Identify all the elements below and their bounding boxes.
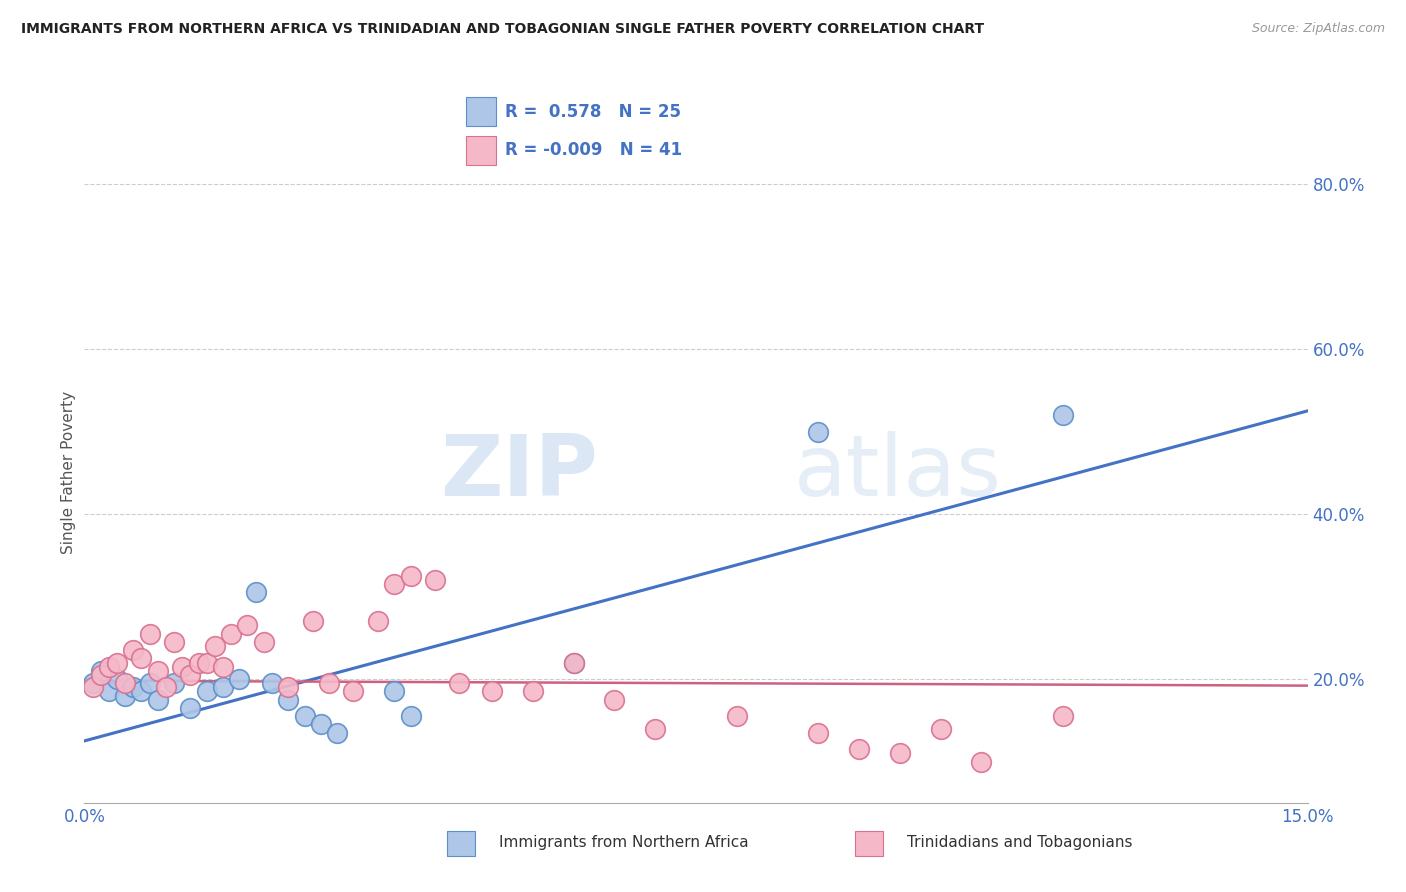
Bar [465, 136, 496, 165]
Point [212, 680, 235, 694]
Point [163, 676, 186, 690]
Text: Immigrants from Northern Africa: Immigrants from Northern Africa [499, 836, 749, 850]
Point [1052, 709, 1074, 723]
Point [725, 709, 748, 723]
Point [219, 626, 242, 640]
Point [131, 651, 153, 665]
Point [423, 573, 446, 587]
Point [644, 722, 666, 736]
Point [326, 725, 349, 739]
Point [212, 659, 235, 673]
Point [399, 709, 422, 723]
Point [929, 722, 952, 736]
Point [146, 664, 169, 678]
Y-axis label: Single Father Poverty: Single Father Poverty [60, 392, 76, 554]
Point [562, 656, 585, 670]
Point [155, 680, 177, 694]
Point [172, 659, 194, 673]
Point [449, 676, 471, 690]
Point [122, 680, 145, 694]
Point [82, 680, 104, 694]
Point [131, 684, 153, 698]
Point [97, 684, 120, 698]
Point [277, 680, 299, 694]
Point [105, 656, 128, 670]
Point [253, 635, 276, 649]
Point [970, 755, 993, 769]
Point [522, 684, 544, 698]
Point [146, 692, 169, 706]
Point [204, 639, 226, 653]
Point [179, 701, 201, 715]
Point [82, 676, 104, 690]
Text: R =  0.578   N = 25: R = 0.578 N = 25 [505, 103, 682, 120]
Point [294, 709, 316, 723]
Point [603, 692, 626, 706]
Point [848, 742, 870, 756]
Point [309, 717, 332, 731]
Point [187, 656, 209, 670]
Text: IMMIGRANTS FROM NORTHERN AFRICA VS TRINIDADIAN AND TOBAGONIAN SINGLE FATHER POVE: IMMIGRANTS FROM NORTHERN AFRICA VS TRINI… [21, 22, 984, 37]
Point [1052, 408, 1074, 422]
Point [90, 668, 112, 682]
Text: R = -0.009   N = 41: R = -0.009 N = 41 [505, 141, 682, 159]
Point [277, 692, 299, 706]
Point [97, 659, 120, 673]
Point [114, 689, 136, 703]
Point [342, 684, 364, 698]
Point [195, 656, 218, 670]
Point [382, 577, 405, 591]
Point [163, 635, 186, 649]
Point [138, 626, 160, 640]
Text: atlas: atlas [794, 431, 1002, 515]
Point [114, 676, 136, 690]
Point [105, 672, 128, 686]
Point [236, 618, 259, 632]
Point [179, 668, 201, 682]
Point [228, 672, 250, 686]
Point [807, 725, 830, 739]
Point [889, 746, 911, 760]
Point [318, 676, 340, 690]
Point [562, 656, 585, 670]
Text: ZIP: ZIP [440, 431, 598, 515]
Point [382, 684, 405, 698]
Bar [465, 97, 496, 127]
Point [195, 684, 218, 698]
Point [245, 585, 267, 599]
Point [399, 569, 422, 583]
Text: Source: ZipAtlas.com: Source: ZipAtlas.com [1251, 22, 1385, 36]
Text: Trinidadians and Tobagonians: Trinidadians and Tobagonians [907, 836, 1132, 850]
Point [481, 684, 503, 698]
Point [260, 676, 283, 690]
Point [301, 614, 323, 628]
Point [367, 614, 389, 628]
Point [138, 676, 160, 690]
Point [122, 643, 145, 657]
Point [90, 664, 112, 678]
Point [807, 425, 830, 439]
